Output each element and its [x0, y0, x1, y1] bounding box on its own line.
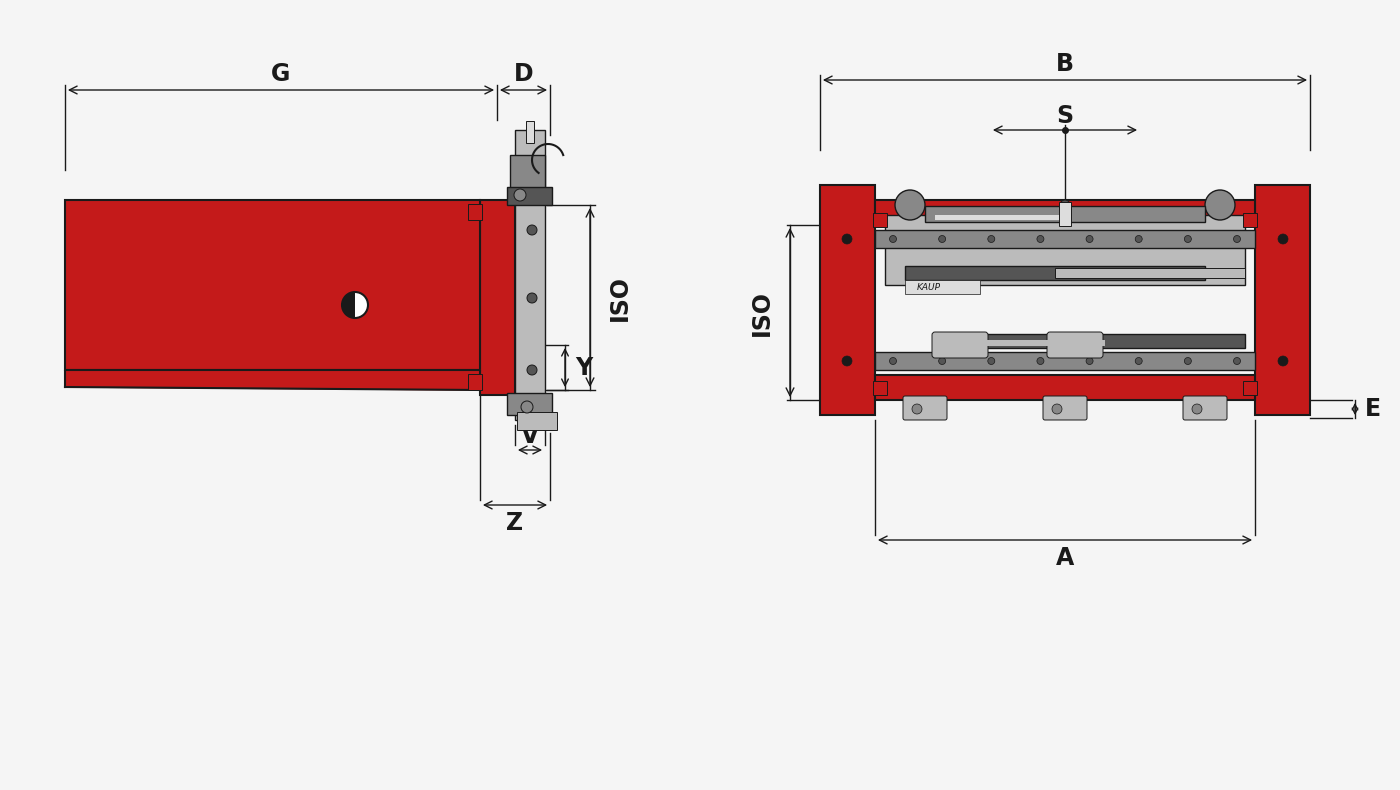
FancyBboxPatch shape — [1043, 396, 1086, 420]
Circle shape — [521, 401, 533, 413]
Bar — [974, 334, 1245, 348]
Bar — [875, 352, 1254, 370]
Circle shape — [1037, 235, 1044, 243]
Circle shape — [895, 190, 925, 220]
Polygon shape — [64, 370, 480, 390]
Circle shape — [1051, 404, 1063, 414]
Bar — [526, 121, 533, 143]
Circle shape — [1191, 404, 1203, 414]
Circle shape — [1205, 190, 1235, 220]
Bar — [874, 381, 888, 395]
Bar — [875, 230, 1254, 248]
Text: G: G — [272, 62, 291, 86]
Bar — [468, 374, 482, 390]
Bar — [515, 130, 545, 420]
Circle shape — [526, 365, 538, 375]
Text: B: B — [1056, 52, 1074, 76]
Text: D: D — [514, 62, 533, 86]
FancyBboxPatch shape — [1183, 396, 1226, 420]
FancyBboxPatch shape — [903, 396, 946, 420]
Bar — [904, 266, 1205, 280]
Circle shape — [1135, 235, 1142, 243]
Circle shape — [938, 235, 945, 243]
Text: Z: Z — [507, 511, 524, 535]
Bar — [820, 185, 875, 415]
Circle shape — [841, 234, 853, 244]
Circle shape — [938, 358, 945, 364]
Bar — [1254, 185, 1310, 415]
Circle shape — [1184, 235, 1191, 243]
Text: A: A — [1056, 546, 1074, 570]
Text: ISO: ISO — [750, 289, 774, 336]
Circle shape — [841, 356, 853, 366]
Bar — [874, 213, 888, 227]
Bar — [510, 155, 545, 190]
Circle shape — [1278, 234, 1288, 244]
Circle shape — [988, 235, 995, 243]
Bar — [1243, 381, 1257, 395]
Circle shape — [1184, 358, 1191, 364]
Circle shape — [1060, 200, 1070, 210]
Circle shape — [514, 189, 526, 201]
Circle shape — [1233, 358, 1240, 364]
Bar — [507, 187, 552, 205]
Bar — [1058, 202, 1071, 226]
Circle shape — [1086, 358, 1093, 364]
Text: E: E — [1365, 397, 1382, 421]
Bar — [517, 412, 557, 430]
Text: V: V — [521, 424, 539, 448]
Bar — [875, 200, 1254, 225]
Text: KAUP: KAUP — [917, 283, 941, 292]
Circle shape — [1135, 358, 1142, 364]
Text: ISO: ISO — [608, 274, 631, 321]
Bar — [480, 200, 515, 395]
FancyBboxPatch shape — [932, 332, 988, 358]
Circle shape — [1233, 235, 1240, 243]
Bar — [875, 375, 1254, 400]
Bar — [64, 200, 480, 370]
Bar — [885, 215, 1245, 285]
Bar — [1056, 268, 1245, 278]
Circle shape — [988, 358, 995, 364]
Bar — [904, 280, 980, 294]
Circle shape — [1037, 358, 1044, 364]
Bar — [935, 215, 1065, 220]
Wedge shape — [342, 292, 356, 318]
Text: S: S — [1057, 104, 1074, 128]
Bar — [1243, 213, 1257, 227]
Circle shape — [1086, 235, 1093, 243]
Bar — [507, 393, 552, 415]
FancyBboxPatch shape — [1047, 332, 1103, 358]
Circle shape — [526, 225, 538, 235]
Circle shape — [1278, 356, 1288, 366]
Text: Y: Y — [575, 356, 592, 379]
Circle shape — [526, 293, 538, 303]
Bar — [468, 204, 482, 220]
Circle shape — [911, 404, 923, 414]
Circle shape — [889, 358, 896, 364]
Circle shape — [889, 235, 896, 243]
Bar — [925, 206, 1205, 222]
Bar — [974, 340, 1105, 346]
Circle shape — [342, 292, 368, 318]
